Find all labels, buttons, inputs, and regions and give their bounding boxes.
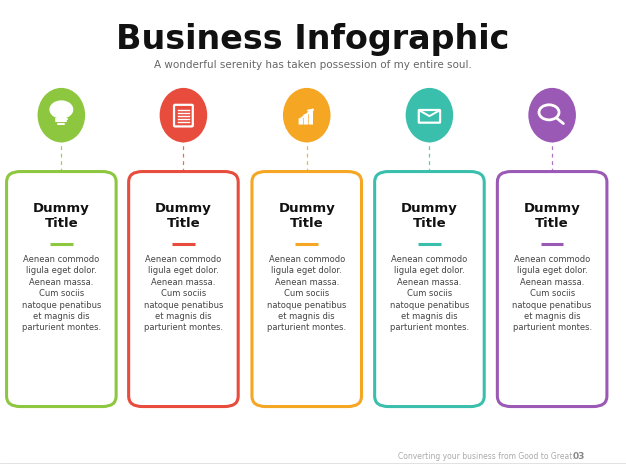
- Text: Dummy
Title: Dummy Title: [33, 202, 90, 230]
- FancyBboxPatch shape: [374, 172, 485, 407]
- Text: Business Infographic: Business Infographic: [116, 24, 510, 56]
- FancyBboxPatch shape: [304, 114, 308, 125]
- Text: Dummy
Title: Dummy Title: [524, 202, 580, 230]
- Text: Aenean commodo
ligula eget dolor.
Aenean massa.
Cum sociis
natoque penatibus
et : Aenean commodo ligula eget dolor. Aenean…: [144, 255, 223, 332]
- Ellipse shape: [283, 88, 331, 142]
- FancyBboxPatch shape: [497, 172, 607, 407]
- Text: 03: 03: [573, 452, 585, 462]
- Circle shape: [50, 101, 73, 118]
- Ellipse shape: [528, 88, 576, 142]
- Text: Aenean commodo
ligula eget dolor.
Aenean massa.
Cum sociis
natoque penatibus
et : Aenean commodo ligula eget dolor. Aenean…: [22, 255, 101, 332]
- Text: Aenean commodo
ligula eget dolor.
Aenean massa.
Cum sociis
natoque penatibus
et : Aenean commodo ligula eget dolor. Aenean…: [513, 255, 592, 332]
- FancyBboxPatch shape: [252, 172, 361, 407]
- Text: Dummy
Title: Dummy Title: [401, 202, 458, 230]
- Text: Aenean commodo
ligula eget dolor.
Aenean massa.
Cum sociis
natoque penatibus
et : Aenean commodo ligula eget dolor. Aenean…: [390, 255, 469, 332]
- Ellipse shape: [160, 88, 207, 142]
- FancyBboxPatch shape: [129, 172, 238, 407]
- Text: Aenean commodo
ligula eget dolor.
Aenean massa.
Cum sociis
natoque penatibus
et : Aenean commodo ligula eget dolor. Aenean…: [267, 255, 346, 332]
- Ellipse shape: [38, 88, 85, 142]
- Text: Converting your business from Good to Great.: Converting your business from Good to Gr…: [398, 452, 574, 462]
- Text: Dummy
Title: Dummy Title: [155, 202, 212, 230]
- Text: A wonderful serenity has taken possession of my entire soul.: A wonderful serenity has taken possessio…: [154, 60, 472, 70]
- FancyBboxPatch shape: [309, 110, 313, 125]
- FancyBboxPatch shape: [299, 118, 303, 125]
- Text: Dummy
Title: Dummy Title: [279, 202, 335, 230]
- FancyBboxPatch shape: [7, 172, 116, 407]
- Ellipse shape: [406, 88, 453, 142]
